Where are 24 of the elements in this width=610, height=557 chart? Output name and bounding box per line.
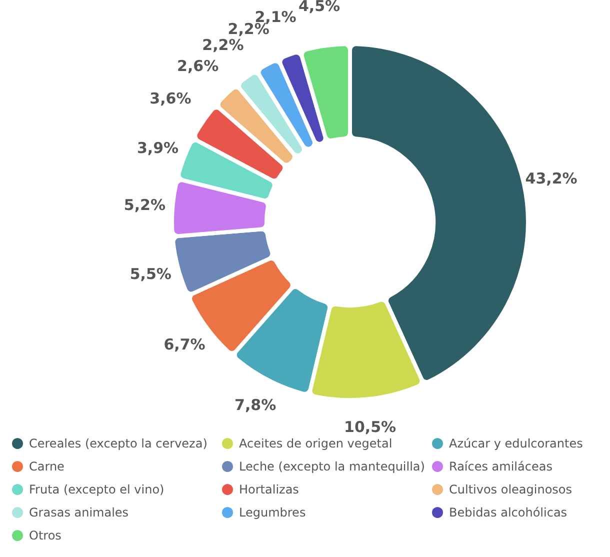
legend-label: Cultivos oleaginosos: [449, 482, 572, 496]
data-label: 2,2%: [202, 36, 244, 54]
legend-label: Cereales (excepto la cerveza): [29, 436, 208, 450]
legend-label: Legumbres: [239, 506, 306, 520]
data-label: 3,9%: [136, 138, 179, 157]
data-label: 6,7%: [164, 336, 206, 354]
data-label: 5,2%: [124, 196, 166, 214]
data-label: 5,5%: [130, 264, 172, 283]
data-label: 7,8%: [234, 396, 276, 414]
legend-label: Raíces amiláceas: [449, 460, 552, 474]
legend-label: Aceites de origen vegetal: [239, 436, 392, 450]
data-label: 10,5%: [344, 418, 396, 436]
data-label: 2,6%: [176, 56, 219, 75]
data-label: 3,6%: [150, 89, 192, 108]
legend-label: Bebidas alcohólicas: [449, 506, 568, 520]
legend-label: Carne: [29, 460, 64, 474]
legend-label: Otros: [29, 528, 62, 542]
data-label: 4,5%: [298, 0, 340, 16]
legend-label: Fruta (excepto el vino): [29, 482, 164, 496]
legend-label: Grasas animales: [29, 506, 129, 520]
legend-label: Azúcar y edulcorantes: [449, 436, 583, 450]
legend-label: Hortalizas: [239, 482, 299, 496]
data-label: 43,2%: [525, 169, 578, 188]
legend-label: Leche (excepto la mantequilla): [239, 460, 425, 474]
